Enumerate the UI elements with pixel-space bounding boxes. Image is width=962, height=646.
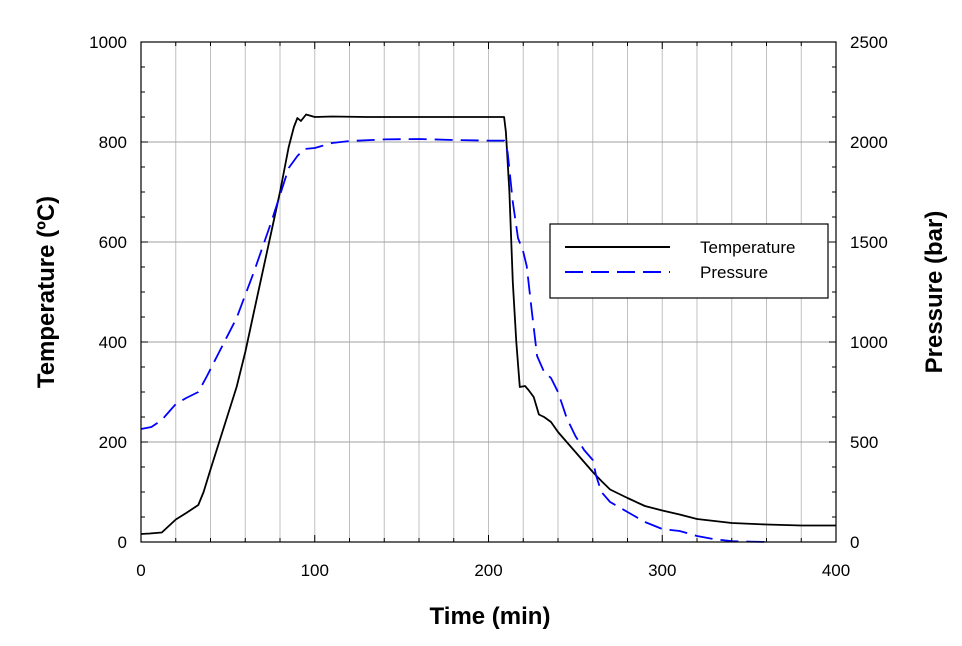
x-tick-label: 200 [474,561,502,580]
legend-label-temperature: Temperature [700,238,795,257]
y-axis-left-title: Temperature (ºC) [33,196,60,388]
series-line-pressure [140,138,771,543]
y-right-tick-label: 1000 [850,333,888,352]
y-right-tick-label: 2000 [850,133,888,152]
y-right-tick-label: 1500 [850,233,888,252]
y-axis-right-title: Pressure (bar) [921,211,948,374]
x-tick-label: 0 [136,561,145,580]
y-right-tick-label: 0 [850,533,859,552]
series-group [140,113,836,543]
y-left-tick-label: 400 [99,333,127,352]
y-left-tick-label: 800 [99,133,127,152]
y-left-tick-label: 600 [99,233,127,252]
y-left-tick-label: 0 [118,533,127,552]
x-tick-label: 400 [822,561,850,580]
y-left-tick-label: 200 [99,433,127,452]
series-line-temperature [140,113,836,535]
legend: Temperature Pressure [549,223,829,299]
legend-box [549,223,829,299]
axis-ticks: 0 100 200 300 400020040060080010000500100015… [89,33,888,580]
y-right-tick-label: 500 [850,433,878,452]
x-tick-label: 100 [301,561,329,580]
y-right-tick-label: 2500 [850,33,888,52]
legend-label-pressure: Pressure [700,263,768,282]
x-tick-label: 300 [648,561,676,580]
y-left-tick-label: 1000 [89,33,127,52]
x-axis-title: Time (min) [430,603,551,630]
